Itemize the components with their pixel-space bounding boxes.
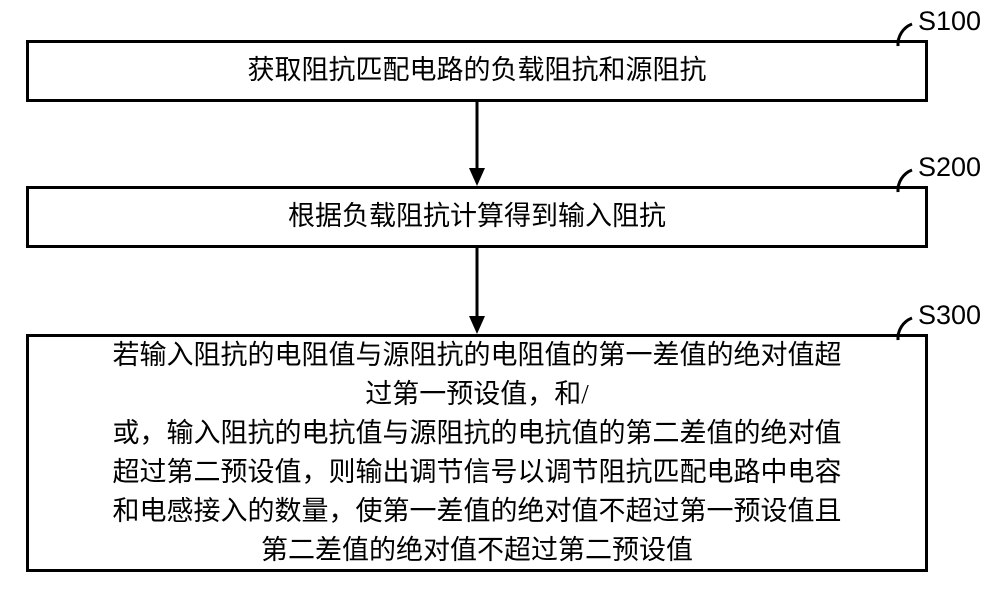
flow-box-text: 根据负载阻抗计算得到输入阻抗: [288, 197, 666, 236]
flow-box-text: 获取阻抗匹配电路的负载阻抗和源阻抗: [248, 51, 707, 90]
leader-line: [872, 144, 938, 212]
leader-line: [872, 292, 938, 360]
leader-line: [872, 0, 938, 66]
flow-arrow: [467, 248, 487, 334]
flow-box-s200: 根据负载阻抗计算得到输入阻抗: [26, 186, 928, 248]
flow-box-s300: 若输入阻抗的电阻值与源阻抗的电阻值的第一差值的绝对值超 过第一预设值，和/ 或，…: [26, 334, 928, 572]
flow-box-s100: 获取阻抗匹配电路的负载阻抗和源阻抗: [26, 40, 928, 102]
flowchart-canvas: 获取阻抗匹配电路的负载阻抗和源阻抗根据负载阻抗计算得到输入阻抗若输入阻抗的电阻值…: [0, 0, 1000, 604]
flow-arrow: [467, 102, 487, 186]
flow-box-text: 若输入阻抗的电阻值与源阻抗的电阻值的第一差值的绝对值超 过第一预设值，和/ 或，…: [113, 336, 842, 571]
